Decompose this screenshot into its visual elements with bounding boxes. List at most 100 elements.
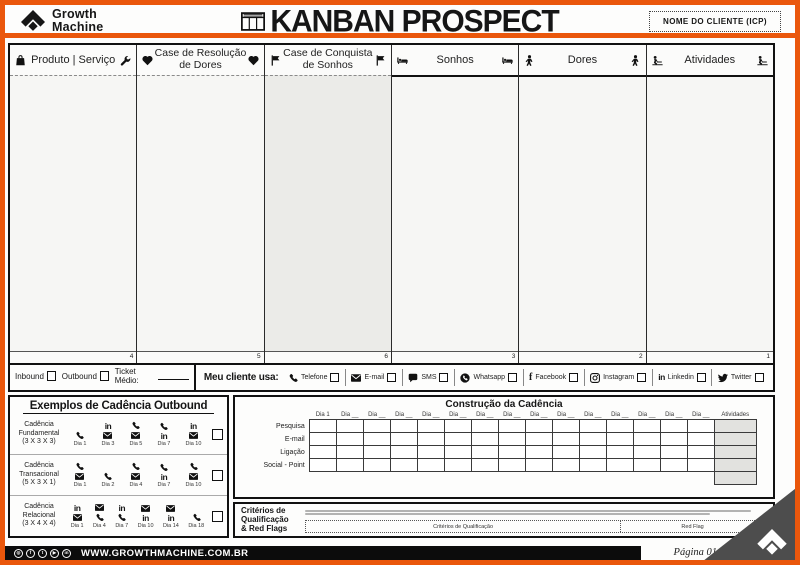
cadence-cell[interactable] xyxy=(470,445,499,459)
growth-machine-logo: Growth Machine xyxy=(21,8,103,34)
activities-cell[interactable] xyxy=(713,419,757,433)
cadence-cell[interactable] xyxy=(605,432,634,446)
cadence-cell[interactable] xyxy=(578,419,607,433)
linkedin-icon: in xyxy=(160,430,168,441)
cadence-cell[interactable] xyxy=(497,432,526,446)
cadence-cell[interactable] xyxy=(605,458,634,472)
cadence-cell[interactable] xyxy=(578,458,607,472)
cadence-cell[interactable] xyxy=(524,419,553,433)
cadence-cell[interactable] xyxy=(551,419,580,433)
channel-checkbox[interactable] xyxy=(637,373,647,382)
column-write-area[interactable] xyxy=(137,75,264,351)
cadence-cell[interactable] xyxy=(470,458,499,472)
cadence-cell[interactable] xyxy=(362,458,391,472)
cadence-cell[interactable] xyxy=(686,419,715,433)
activities-cell[interactable] xyxy=(713,445,757,459)
cadence-day-label: Dia 4 xyxy=(129,482,143,488)
channel-checkbox[interactable] xyxy=(754,373,764,382)
channels-box: Meu cliente usa: Telefone E-mail SMS Whatsa… xyxy=(195,363,775,392)
red-flag-section[interactable]: Red Flag xyxy=(681,523,704,530)
channel-checkbox[interactable] xyxy=(330,373,340,382)
cadence-cell[interactable] xyxy=(497,445,526,459)
cadence-cell[interactable] xyxy=(416,445,445,459)
inbound-checkbox[interactable] xyxy=(46,371,56,381)
cadence-cell[interactable] xyxy=(632,445,661,459)
spacer xyxy=(417,472,444,485)
channel-checkbox[interactable] xyxy=(508,373,518,382)
cadence-cell[interactable] xyxy=(524,432,553,446)
cadence-cell[interactable] xyxy=(308,445,337,459)
activities-cell[interactable] xyxy=(713,458,757,472)
column-title: Atividades xyxy=(684,53,736,66)
activities-cell[interactable] xyxy=(713,432,757,446)
cadence-cell[interactable] xyxy=(659,445,688,459)
column-title: Sonhos xyxy=(436,53,474,66)
cadence-cell[interactable] xyxy=(416,458,445,472)
cadence-cell[interactable] xyxy=(389,445,418,459)
cadence-day-icons xyxy=(131,462,141,481)
cadence-cell[interactable] xyxy=(659,432,688,446)
criteria-write-strip[interactable]: Critérios de Qualificação Red Flag xyxy=(305,520,765,533)
cadence-cell[interactable] xyxy=(497,419,526,433)
cadence-option-checkbox[interactable] xyxy=(212,510,223,522)
cadence-cell[interactable] xyxy=(578,432,607,446)
cadence-cell[interactable] xyxy=(659,419,688,433)
cadence-cell[interactable] xyxy=(416,432,445,446)
cadence-cell[interactable] xyxy=(308,419,337,433)
cadence-cell[interactable] xyxy=(605,445,634,459)
channel-checkbox[interactable] xyxy=(696,373,706,382)
ticket-medio-field[interactable] xyxy=(158,372,189,380)
cadence-cell[interactable] xyxy=(632,419,661,433)
cadence-cell[interactable] xyxy=(686,432,715,446)
cadence-cell[interactable] xyxy=(551,458,580,472)
cadence-cell[interactable] xyxy=(335,419,364,433)
column-write-area[interactable] xyxy=(10,75,137,351)
cadence-cell[interactable] xyxy=(632,458,661,472)
cadence-cell[interactable] xyxy=(686,445,715,459)
cadence-cell[interactable] xyxy=(389,458,418,472)
cadence-cell[interactable] xyxy=(578,445,607,459)
outbound-checkbox[interactable] xyxy=(99,371,109,381)
cadence-cell[interactable] xyxy=(335,445,364,459)
column-write-area[interactable] xyxy=(391,75,519,351)
cadence-cell[interactable] xyxy=(308,432,337,446)
channel-checkbox[interactable] xyxy=(387,373,397,382)
cadence-cell[interactable] xyxy=(362,445,391,459)
cadence-cell[interactable] xyxy=(659,458,688,472)
cadence-cell[interactable] xyxy=(362,432,391,446)
channel-checkbox[interactable] xyxy=(569,373,579,382)
cadence-cell[interactable] xyxy=(389,432,418,446)
cadence-cell[interactable] xyxy=(443,419,472,433)
linkedin-icon: in xyxy=(190,420,197,431)
cadence-cell[interactable] xyxy=(524,445,553,459)
cadence-cell[interactable] xyxy=(605,419,634,433)
cadence-cell[interactable] xyxy=(632,432,661,446)
cadence-cell[interactable] xyxy=(308,458,337,472)
cadence-option-checkbox[interactable] xyxy=(212,428,223,440)
cadence-cell[interactable] xyxy=(470,432,499,446)
client-name-box[interactable]: NOME DO CLIENTE (ICP) xyxy=(649,11,781,32)
cadence-cell[interactable] xyxy=(551,445,580,459)
cadence-cell[interactable] xyxy=(362,419,391,433)
column-write-area[interactable] xyxy=(264,75,391,351)
column-write-area[interactable] xyxy=(646,75,773,351)
cadence-cell[interactable] xyxy=(443,445,472,459)
cadence-option-checkbox[interactable] xyxy=(212,469,223,481)
cadence-cell[interactable] xyxy=(335,432,364,446)
cadence-cell[interactable] xyxy=(524,458,553,472)
cadence-cell[interactable] xyxy=(389,419,418,433)
cadence-cell[interactable] xyxy=(443,458,472,472)
qualification-criteria-section[interactable]: Critérios de Qualificação xyxy=(306,521,622,532)
cadence-cell[interactable] xyxy=(551,432,580,446)
cadence-cell[interactable] xyxy=(443,432,472,446)
cadence-cell[interactable] xyxy=(497,458,526,472)
column-write-area[interactable] xyxy=(519,75,646,351)
activities-cell[interactable] xyxy=(713,471,757,485)
cadence-cell[interactable] xyxy=(416,419,445,433)
cadence-cell[interactable] xyxy=(470,419,499,433)
channel-checkbox[interactable] xyxy=(439,373,449,382)
cadence-cell[interactable] xyxy=(335,458,364,472)
day-header: Dia __ xyxy=(638,412,656,418)
cadence-cell[interactable] xyxy=(686,458,715,472)
channel-item-instagram: Instagram xyxy=(585,369,653,386)
